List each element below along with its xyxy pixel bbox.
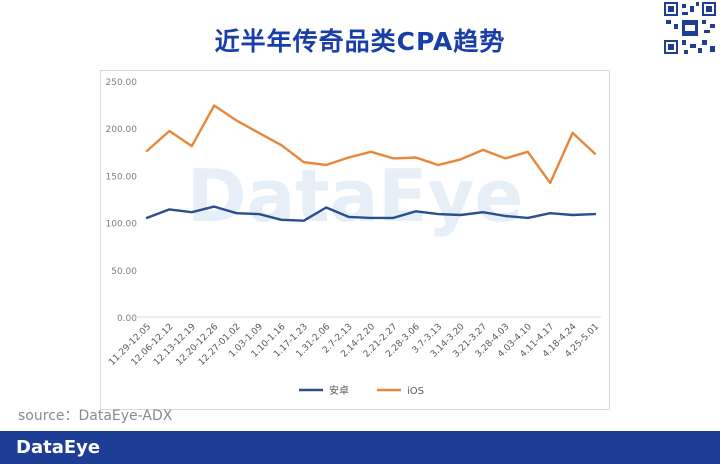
y-tick-label: 0.00 xyxy=(117,314,137,324)
series-line-ios xyxy=(145,104,597,185)
legend-label: iOS xyxy=(407,386,424,397)
chart-title: 近半年传奇品类CPA趋势 xyxy=(214,27,506,56)
y-tick-label: 50.00 xyxy=(111,267,137,277)
source-note: source：DataEye-ADX xyxy=(18,408,173,424)
line-chart: DataEye 0.00 50.00 100.00 150.00 200.00 250.00… xyxy=(106,78,602,397)
y-tick-label: 150.00 xyxy=(106,172,138,182)
footer-bar: DataEye xyxy=(0,431,720,464)
series-line-android xyxy=(145,205,597,222)
y-tick-label: 200.00 xyxy=(106,125,138,135)
legend-label: 安卓 xyxy=(329,384,349,397)
y-tick-label: 250.00 xyxy=(106,78,138,88)
plot-area: DataEye 0.00 50.00 100.00 150.00 200.00 250.00… xyxy=(100,70,610,410)
y-tick-label: 100.00 xyxy=(106,220,138,230)
footer-logo: DataEye xyxy=(16,437,101,458)
qr-code-icon xyxy=(662,0,718,56)
watermark-text: DataEye xyxy=(187,154,523,238)
